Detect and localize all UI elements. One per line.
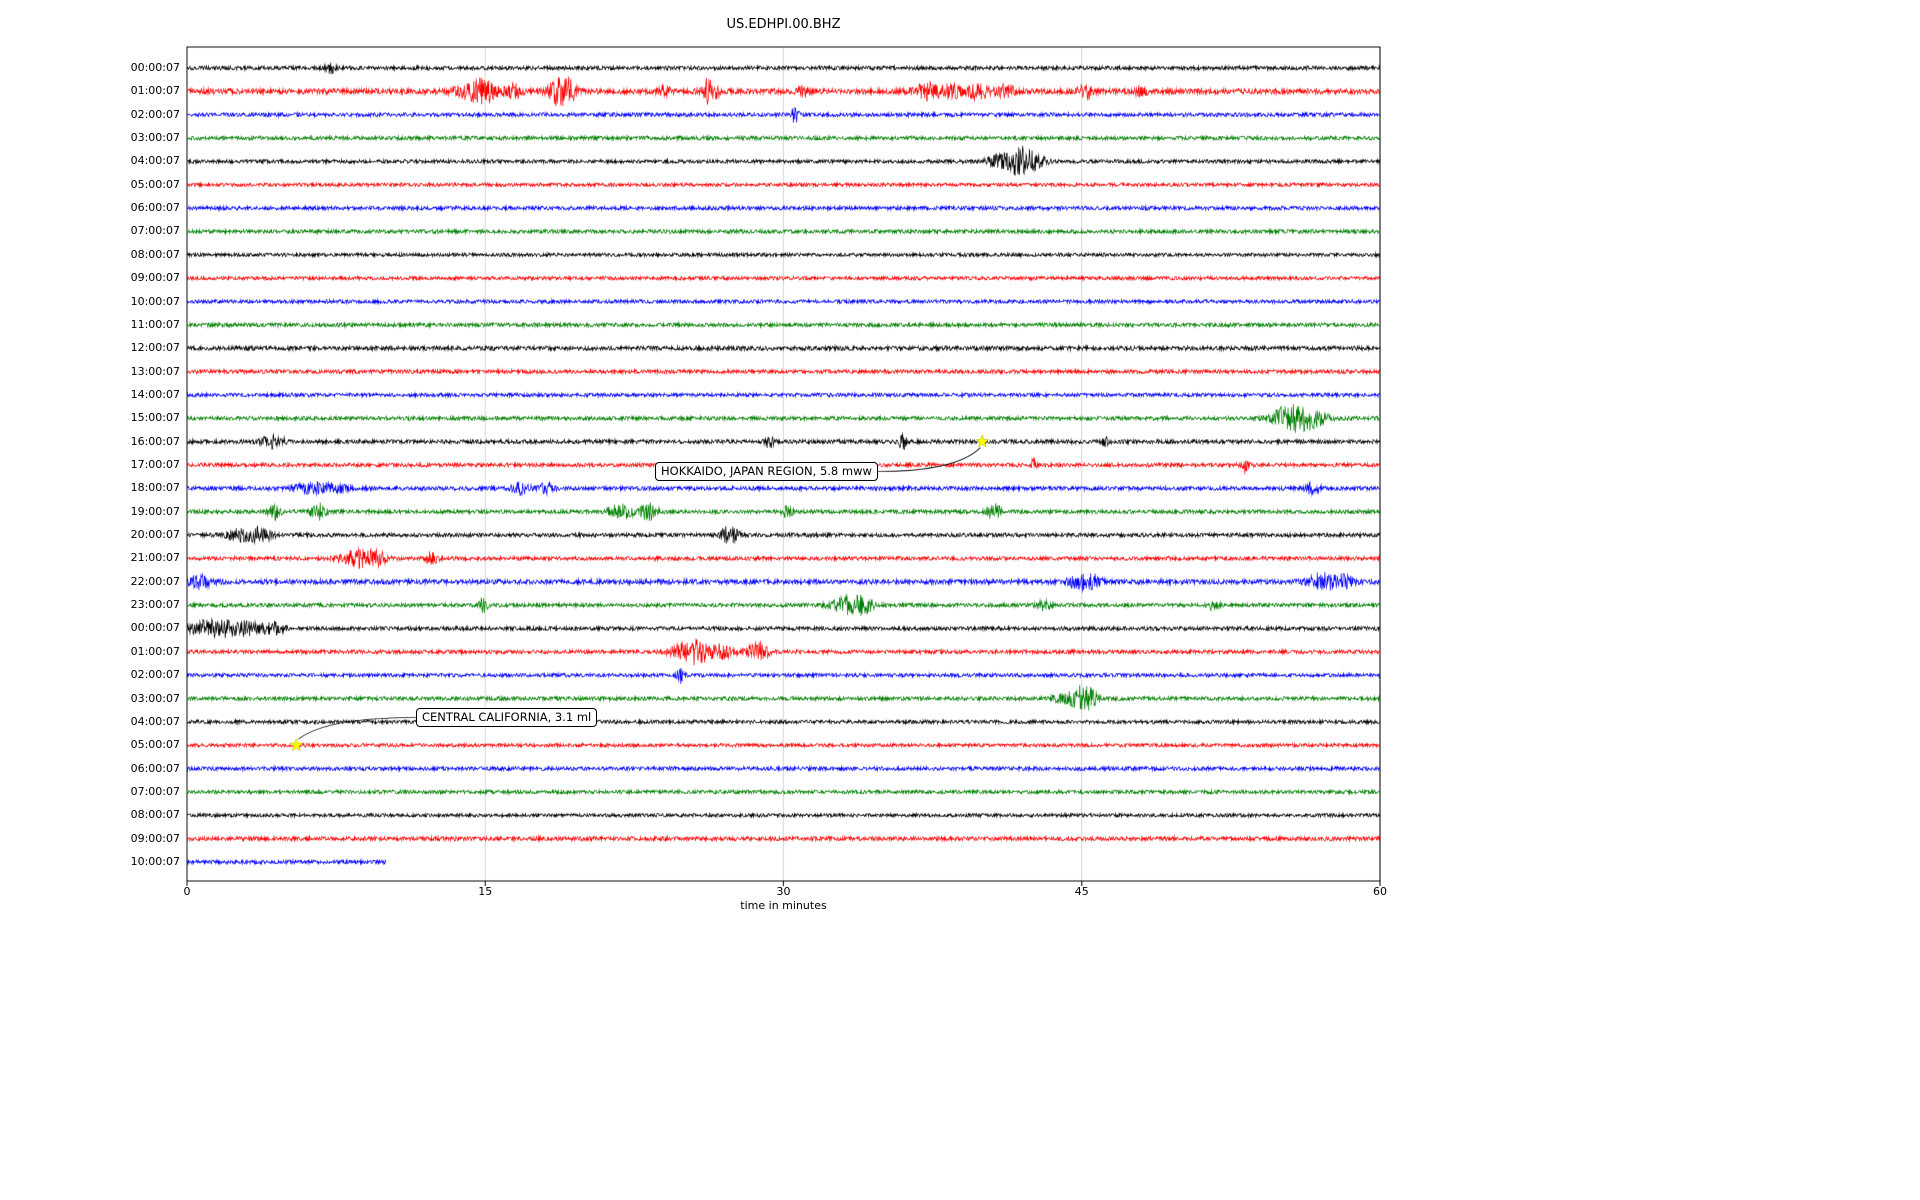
trace-time-label: 23:00:07 [130, 598, 180, 612]
chart-title: US.EDHPI.00.BHZ [726, 17, 841, 32]
trace-time-label: 04:00:07 [130, 154, 180, 168]
trace-time-label: 17:00:07 [130, 458, 180, 471]
trace-time-label: 07:00:07 [130, 224, 180, 238]
trace-time-label: 02:00:07 [130, 668, 180, 682]
trace-time-label: 21:00:07 [130, 551, 180, 565]
trace-time-label: 12:00:07 [130, 341, 180, 355]
trace-time-label: 18:00:07 [130, 481, 180, 495]
trace-time-label: 16:00:07 [130, 434, 180, 448]
trace-time-label: 01:00:07 [130, 84, 180, 98]
trace-time-label: 01:00:07 [130, 644, 180, 658]
trace-time-label: 04:00:07 [130, 714, 180, 728]
trace-time-label: 05:00:07 [130, 177, 180, 191]
trace-time-label: 09:00:07 [130, 271, 180, 285]
trace-time-label: 03:00:07 [130, 131, 180, 145]
x-tick-label: 0 [183, 885, 191, 898]
x-axis-label: time in minutes [740, 899, 827, 912]
trace-time-label: 02:00:07 [130, 107, 180, 121]
trace-time-label: 22:00:07 [130, 574, 180, 588]
annotation-central-california: CENTRAL CALIFORNIA, 3.1 ml [416, 708, 598, 727]
trace-time-label: 10:00:07 [130, 855, 180, 868]
trace-time-label: 13:00:07 [130, 364, 180, 378]
trace-time-label: 09:00:07 [130, 831, 180, 845]
x-tick-label: 45 [1074, 885, 1089, 898]
trace-time-label: 06:00:07 [130, 761, 180, 775]
trace-time-label: 07:00:07 [130, 784, 180, 798]
trace-time-label: 20:00:07 [130, 528, 180, 542]
trace-time-label: 15:00:07 [130, 411, 180, 425]
trace-time-label: 08:00:07 [130, 247, 180, 261]
trace-time-label: 11:00:07 [130, 317, 180, 331]
x-tick-label: 30 [776, 885, 791, 898]
trace-time-label: 03:00:07 [130, 691, 180, 705]
trace-time-label: 00:00:07 [130, 621, 180, 635]
trace-time-label: 00:00:07 [130, 61, 180, 74]
annotation-hokkaido-japan: HOKKAIDO, JAPAN REGION, 5.8 mww [655, 462, 878, 481]
trace-time-label: 14:00:07 [130, 387, 180, 401]
x-tick-label: 60 [1373, 885, 1387, 898]
x-tick-label: 15 [478, 885, 493, 898]
trace-time-label: 10:00:07 [130, 294, 180, 308]
trace-time-label: 08:00:07 [130, 808, 180, 822]
trace-time-label: 05:00:07 [130, 738, 180, 752]
trace-time-label: 06:00:07 [130, 201, 180, 215]
trace-time-label: 19:00:07 [130, 504, 180, 518]
